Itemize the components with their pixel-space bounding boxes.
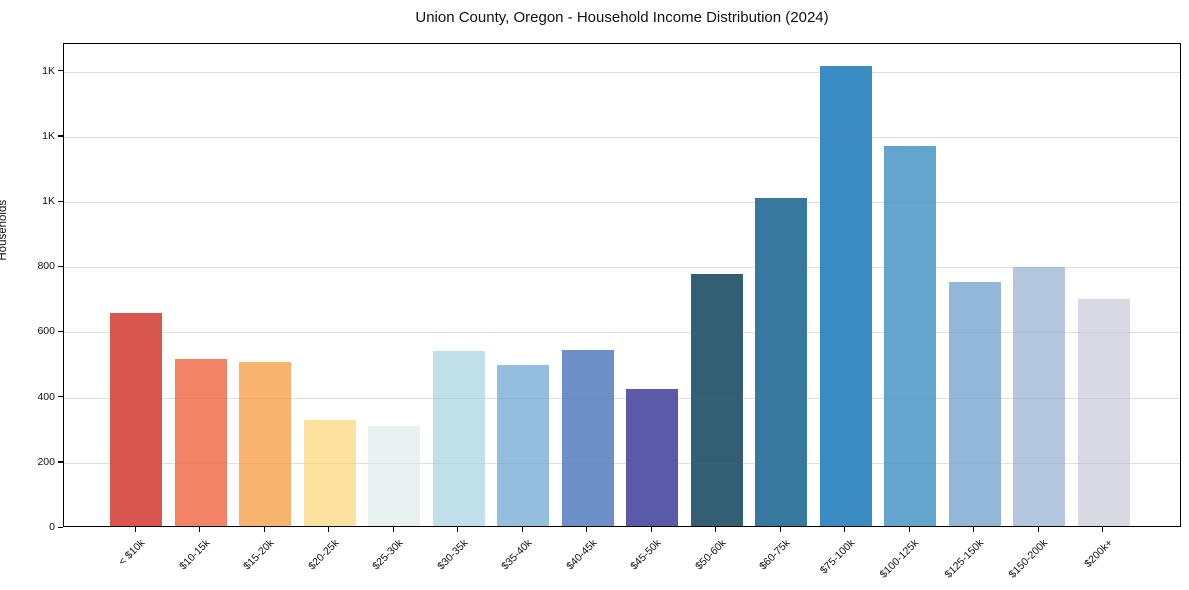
- bar-1: [174, 358, 227, 526]
- x-tick-label: $50-60k: [692, 537, 728, 573]
- x-tick-mark: [908, 527, 910, 532]
- bar-15: [1077, 298, 1130, 526]
- x-tick-label: $125-150k: [942, 537, 986, 581]
- x-tick-mark: [134, 527, 136, 532]
- x-tick-label: $10-15k: [176, 537, 212, 573]
- y-tick-mark: [58, 70, 63, 72]
- bar-3: [303, 420, 356, 526]
- gridline: [64, 462, 1180, 464]
- x-tick-mark: [973, 527, 975, 532]
- x-tick-mark: [457, 527, 459, 532]
- x-tick-label: $200k+: [1081, 537, 1115, 571]
- gridline: [64, 332, 1180, 334]
- x-tick-label: < $10k: [116, 537, 148, 568]
- x-tick-mark: [263, 527, 265, 532]
- y-tick-mark: [58, 330, 63, 333]
- x-tick-mark: [779, 527, 781, 532]
- bar-14: [1013, 266, 1065, 526]
- y-tick-mark: [58, 265, 63, 268]
- gridline: [64, 332, 1180, 334]
- gridline: [64, 71, 1180, 73]
- y-axis-label: Households: [0, 199, 9, 261]
- gridline: [64, 267, 1180, 269]
- bar-6: [497, 364, 549, 526]
- bar-4: [368, 426, 420, 526]
- bar-9: [690, 274, 743, 526]
- x-tick-mark: [328, 527, 330, 532]
- y-tick-mark: [58, 200, 63, 202]
- x-tick-label: $45-50k: [628, 537, 664, 573]
- x-tick-label: $25-30k: [370, 537, 406, 573]
- x-tick-mark: [1037, 527, 1039, 532]
- gridline: [64, 202, 1180, 204]
- x-tick-mark: [715, 527, 717, 532]
- x-tick-label: $100-125k: [877, 537, 922, 581]
- y-tick-mark: [58, 396, 63, 398]
- y-tick-label: 800: [37, 260, 55, 273]
- x-tick-label: $15-20k: [241, 537, 277, 573]
- gridline: [64, 202, 1180, 204]
- bar-7: [561, 350, 614, 526]
- x-tick-mark: [844, 527, 846, 532]
- x-tick-label: $35-40k: [499, 537, 535, 573]
- y-tick-label: 1K: [42, 129, 55, 142]
- y-tick-label: 0: [49, 521, 55, 533]
- x-tick-label: $150-200k: [1006, 537, 1051, 581]
- y-tick-label: 1K: [42, 64, 55, 77]
- bar-10: [755, 198, 807, 526]
- bar-0: [110, 312, 162, 526]
- y-tick-label: 400: [37, 390, 55, 403]
- gridline: [64, 267, 1180, 269]
- x-tick-mark: [1102, 527, 1104, 532]
- gridline: [64, 462, 1180, 464]
- x-tick-mark: [392, 527, 394, 532]
- x-tick-mark: [650, 527, 652, 532]
- bar-8: [626, 389, 678, 526]
- x-tick-label: $20-25k: [305, 537, 341, 573]
- gridline: [64, 397, 1180, 399]
- y-tick-mark: [58, 526, 63, 528]
- chart-title: Union County, Oregon - Household Income …: [415, 9, 829, 26]
- bar-12: [884, 146, 936, 526]
- bar-13: [948, 281, 1001, 526]
- y-tick-label: 600: [37, 325, 55, 338]
- gridline: [64, 397, 1180, 399]
- x-tick-label: $75-100k: [817, 537, 857, 577]
- gridline: [64, 71, 1180, 73]
- bar-11: [819, 66, 872, 526]
- gridline: [64, 136, 1180, 138]
- x-tick-label: $30-35k: [434, 537, 470, 573]
- bar-2: [239, 362, 291, 526]
- y-tick-mark: [58, 135, 63, 137]
- x-tick-mark: [199, 527, 201, 532]
- y-tick-mark: [58, 461, 63, 463]
- plot-area: [63, 43, 1181, 527]
- bar-5: [432, 351, 485, 526]
- x-tick-mark: [521, 527, 523, 532]
- y-tick-label: 200: [37, 455, 55, 468]
- gridline: [64, 136, 1180, 138]
- y-tick-label: 1K: [42, 195, 55, 208]
- x-tick-label: $40-45k: [563, 537, 599, 573]
- x-tick-mark: [586, 527, 588, 532]
- x-tick-label: $60-75k: [757, 537, 793, 573]
